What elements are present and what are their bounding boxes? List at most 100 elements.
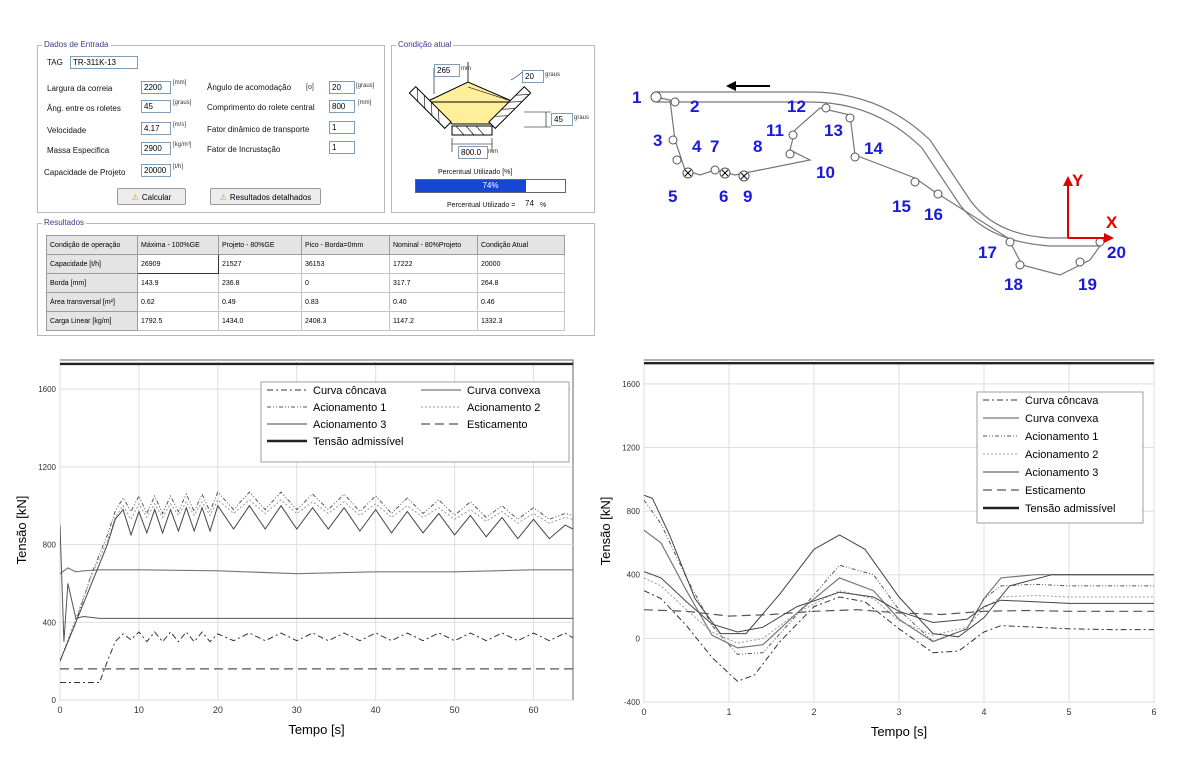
table-row-header: Capacidade [t/h] [46, 254, 138, 274]
table-cell[interactable]: 0.40 [389, 292, 478, 312]
series-line-curva-convexa [60, 567, 573, 575]
angulo-roletes-input[interactable]: 45 [141, 100, 171, 113]
table-row: Área transversal [m²] 0.62 0.49 0.83 0.4… [46, 292, 565, 312]
table-cell[interactable]: 0 [301, 273, 390, 293]
largura-correia-label: Largura da correia [47, 84, 113, 93]
table-header: Máxima - 100%GE [137, 235, 219, 255]
node-label-20: 20 [1107, 243, 1126, 262]
angulo-roletes-label: Âng. entre os roletes [47, 104, 121, 113]
table-cell[interactable]: 17222 [389, 254, 478, 274]
table-cell[interactable]: 0.62 [137, 292, 219, 312]
x-tick-label: 6 [1151, 707, 1156, 717]
belt-carry-inner [655, 101, 1100, 247]
comprimento-rolete-label: Comprimento do rolete central [207, 103, 315, 112]
node-label-17: 17 [978, 243, 997, 262]
table-cell[interactable]: 236.8 [218, 273, 302, 293]
table-cell[interactable]: 1147.2 [389, 311, 478, 331]
series-line-curva-convexa [644, 529, 1154, 649]
percentual-label: Percentual Utilizado [%] [438, 169, 513, 176]
dim-bottom-unit: mm [488, 149, 498, 155]
belt-carry [655, 91, 1100, 239]
table-cell[interactable]: 36153 [301, 254, 390, 274]
largura-correia-input[interactable]: 2200 [141, 81, 171, 94]
pulleys [650, 91, 1105, 270]
resultados-detalhados-button[interactable]: ⚠ Resultados detalhados [210, 188, 321, 205]
warning-icon: ⚠ [219, 193, 227, 202]
table-cell[interactable]: 26909 [137, 254, 219, 274]
dim-top-unit: mm [461, 66, 471, 72]
legend-label: Curva côncava [1025, 395, 1099, 407]
dim-angle-unit: graus [545, 72, 561, 78]
fator-dinamico-label: Fator dinâmico de transporte [207, 125, 310, 134]
fator-incrustacao-label: Fator de Incrustação [207, 145, 281, 154]
dim-bottom-field: 800.0 [458, 146, 488, 159]
node-label-14: 14 [864, 139, 883, 158]
table-cell[interactable]: 2408.3 [301, 311, 390, 331]
y-tick-label: 400 [627, 571, 641, 580]
x-tick-label: 4 [981, 707, 986, 717]
y-tick-label: 1600 [38, 385, 56, 394]
comprimento-rolete-input[interactable]: 800 [329, 100, 355, 113]
angulo-acomodacao-input[interactable]: 20 [329, 81, 355, 94]
node-label-13: 13 [824, 121, 843, 140]
x-tick-label: 50 [450, 705, 460, 715]
table-cell[interactable]: 317.7 [389, 273, 478, 293]
table-header: Pico - Borda=0mm [301, 235, 390, 255]
table-cell[interactable]: 1434.0 [218, 311, 302, 331]
node-label-9: 9 [743, 187, 753, 206]
x-tick-label: 30 [292, 705, 302, 715]
angulo-roletes-unit: [graus] [173, 100, 192, 106]
series-line-acionamento-2 [60, 499, 573, 662]
table-cell[interactable]: 143.9 [137, 273, 219, 293]
table-header-row: Condição de operação Máxima - 100%GE Pro… [46, 235, 565, 255]
series-line-acionamento-3-pico- [644, 494, 1154, 638]
y-tick-label: 1200 [622, 443, 640, 452]
drive-markers [684, 169, 748, 180]
percentual-footer-value: 74 [525, 199, 534, 208]
y-tick-label: 800 [43, 541, 57, 550]
resultados-table: Condição de operação Máxima - 100%GE Pro… [46, 235, 565, 331]
legend-box [260, 381, 570, 463]
legend-label: Acionamento 3 [1025, 467, 1098, 479]
massa-especifica-input[interactable]: 2900 [141, 142, 171, 155]
table-cell[interactable]: 0.46 [477, 292, 565, 312]
table-cell[interactable]: 1792.5 [137, 311, 219, 331]
node-label-2: 2 [690, 97, 700, 116]
table-row-header: Área transversal [m²] [46, 292, 138, 312]
y-axis-label: Tensão [kN] [14, 496, 29, 565]
capacidade-projeto-unit: [t/h] [173, 164, 184, 170]
x-tick-label: 0 [641, 707, 646, 717]
tag-label: TAG [47, 58, 63, 67]
dados-entrada-group: Dados de Entrada [37, 39, 385, 213]
calcular-button[interactable]: ⚠ Calcular [117, 188, 186, 205]
percentual-progress-bar: 74% [415, 179, 566, 193]
axis-y-arrowhead [1063, 176, 1073, 186]
right-roll [488, 85, 532, 130]
table-cell[interactable]: 1332.3 [477, 311, 565, 331]
table-cell[interactable]: 264.8 [477, 273, 565, 293]
massa-especifica-label: Massa Especifica [47, 146, 110, 155]
node-label-11: 11 [766, 121, 784, 140]
capacidade-projeto-input[interactable]: 20000 [141, 164, 171, 177]
y-tick-label: 400 [43, 618, 57, 627]
tag-input[interactable]: TR-311K-13 [70, 56, 138, 69]
velocidade-input[interactable]: 4.17 [141, 122, 171, 135]
legend-label: Tensão admissível [1025, 503, 1116, 515]
table-cell[interactable]: 0.83 [301, 292, 390, 312]
y-tick-label: 1200 [38, 463, 56, 472]
tension-chart-long: 0 10 20 30 40 50 60 0 400 800 1200 1600 Tempo [s] Ten… [14, 359, 574, 737]
percentual-footer-prefix: Percentual Utilizado = [447, 202, 516, 209]
warning-icon: ⚠ [131, 193, 139, 202]
direction-arrowhead [726, 81, 736, 91]
percentual-progress-text: 74% [482, 181, 499, 190]
fator-dinamico-input[interactable]: 1 [329, 121, 355, 134]
series-group [60, 362, 573, 683]
table-cell[interactable]: 21527 [218, 254, 302, 274]
table-cell[interactable]: 20000 [477, 254, 565, 274]
x-tick-label: 5 [1066, 707, 1071, 717]
table-cell[interactable]: 0.49 [218, 292, 302, 312]
y-tick-label: 1600 [622, 380, 640, 389]
dim-angle-field: 20 [522, 70, 544, 83]
fator-incrustacao-input[interactable]: 1 [329, 141, 355, 154]
series-line-acionamento-3-transit-rio- [60, 525, 573, 642]
